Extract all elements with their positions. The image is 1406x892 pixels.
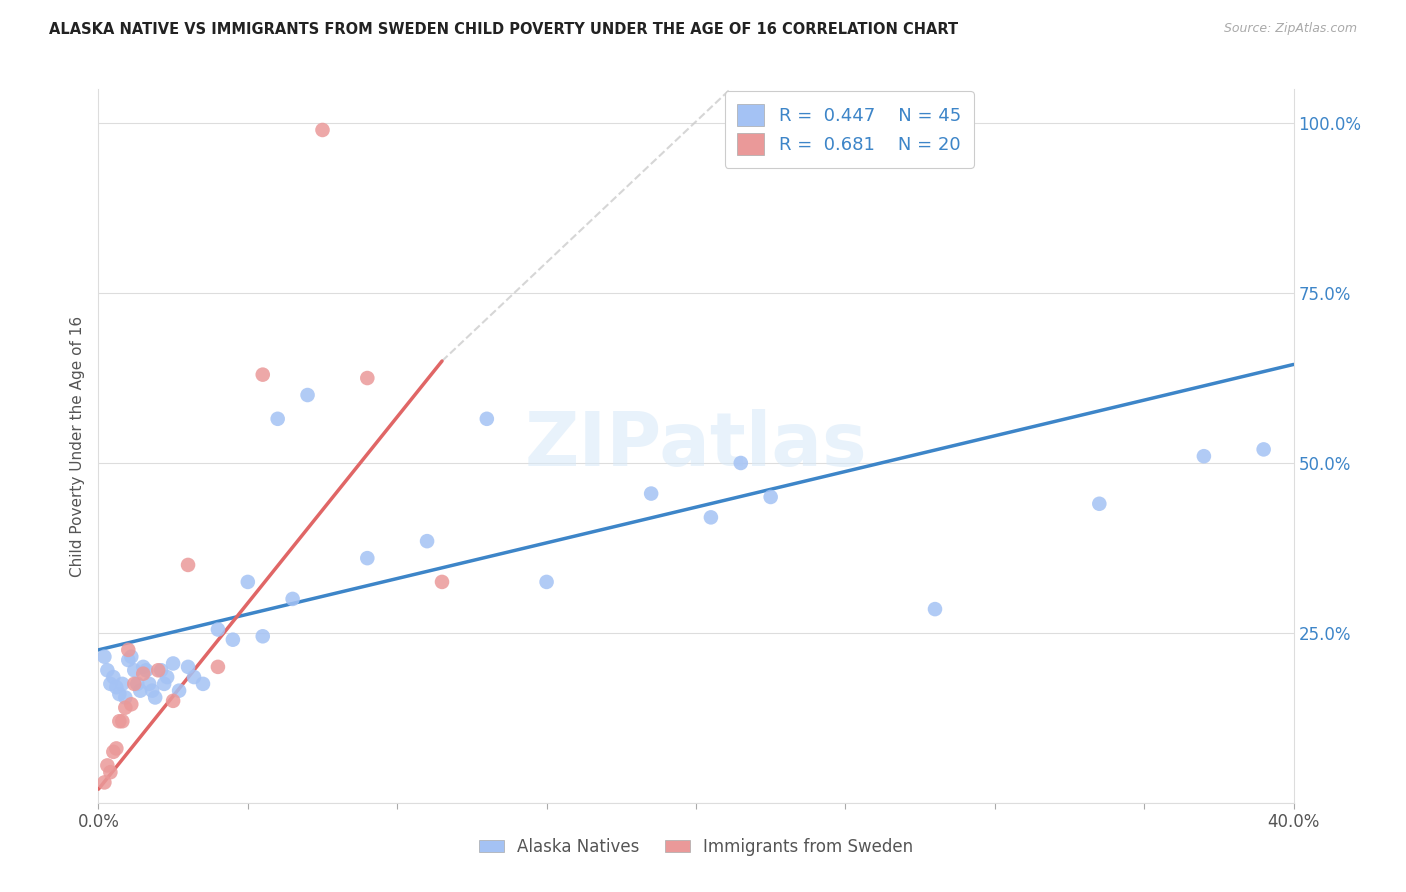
Point [177, 660, 200, 674]
Point [129, 683, 152, 698]
Point [98, 765, 122, 780]
Point [267, 412, 290, 426]
Point [111, 714, 134, 729]
Point [117, 653, 139, 667]
Legend: Alaska Natives, Immigrants from Sweden: Alaska Natives, Immigrants from Sweden [472, 831, 920, 863]
Point [207, 660, 229, 674]
Point [297, 388, 319, 402]
Point [103, 745, 125, 759]
Point [135, 663, 157, 677]
Point [640, 486, 662, 500]
Point [132, 660, 155, 674]
Point [252, 629, 274, 643]
Point [105, 680, 128, 694]
Point [150, 663, 173, 677]
Point [700, 510, 723, 524]
Point [162, 694, 184, 708]
Point [356, 371, 378, 385]
Text: Source: ZipAtlas.com: Source: ZipAtlas.com [1223, 22, 1357, 36]
Point [153, 677, 176, 691]
Point [120, 649, 142, 664]
Point [93, 775, 115, 789]
Point [730, 456, 752, 470]
Point [536, 574, 558, 589]
Point [108, 687, 131, 701]
Point [103, 670, 125, 684]
Point [924, 602, 946, 616]
Point [141, 683, 163, 698]
Point [114, 700, 136, 714]
Point [148, 663, 170, 677]
Point [311, 123, 333, 137]
Point [759, 490, 782, 504]
Point [138, 677, 160, 691]
Point [236, 574, 259, 589]
Point [93, 649, 115, 664]
Point [120, 698, 142, 712]
Point [1253, 442, 1275, 457]
Point [356, 551, 378, 566]
Point [156, 670, 179, 684]
Point [105, 741, 128, 756]
Point [124, 677, 146, 691]
Point [127, 677, 149, 691]
Point [1192, 449, 1215, 463]
Point [132, 666, 155, 681]
Point [114, 690, 136, 705]
Text: ZIPatlas: ZIPatlas [524, 409, 868, 483]
Point [281, 591, 304, 606]
Point [177, 558, 200, 572]
Point [207, 623, 229, 637]
Point [252, 368, 274, 382]
Point [183, 670, 205, 684]
Point [191, 677, 214, 691]
Point [416, 534, 439, 549]
Point [475, 412, 498, 426]
Point [117, 643, 139, 657]
Point [98, 677, 122, 691]
Text: ALASKA NATIVE VS IMMIGRANTS FROM SWEDEN CHILD POVERTY UNDER THE AGE OF 16 CORREL: ALASKA NATIVE VS IMMIGRANTS FROM SWEDEN … [49, 22, 959, 37]
Point [430, 574, 453, 589]
Point [143, 690, 166, 705]
Point [1088, 497, 1111, 511]
Point [96, 758, 118, 772]
Point [96, 663, 118, 677]
Point [124, 663, 146, 677]
Point [222, 632, 245, 647]
Point [167, 683, 190, 698]
Point [162, 657, 184, 671]
Point [108, 714, 131, 729]
Point [111, 677, 134, 691]
Y-axis label: Child Poverty Under the Age of 16: Child Poverty Under the Age of 16 [69, 316, 84, 576]
